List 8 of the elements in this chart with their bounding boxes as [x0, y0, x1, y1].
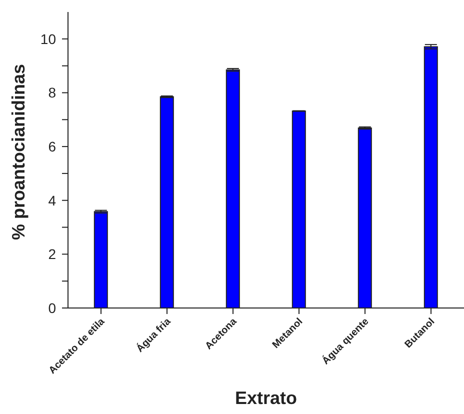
x-axis-title: Extrato [234, 388, 298, 408]
y-tick-label: 4 [48, 192, 56, 208]
y-tick-label: 6 [48, 138, 56, 155]
y-tick-label: 0 [48, 300, 56, 316]
y-axis-title: % proantocianidinas [8, 64, 28, 240]
y-tick-label: 2 [48, 246, 56, 262]
y-tick-label: 10 [40, 30, 56, 47]
y-tick-label: 8 [48, 84, 56, 101]
